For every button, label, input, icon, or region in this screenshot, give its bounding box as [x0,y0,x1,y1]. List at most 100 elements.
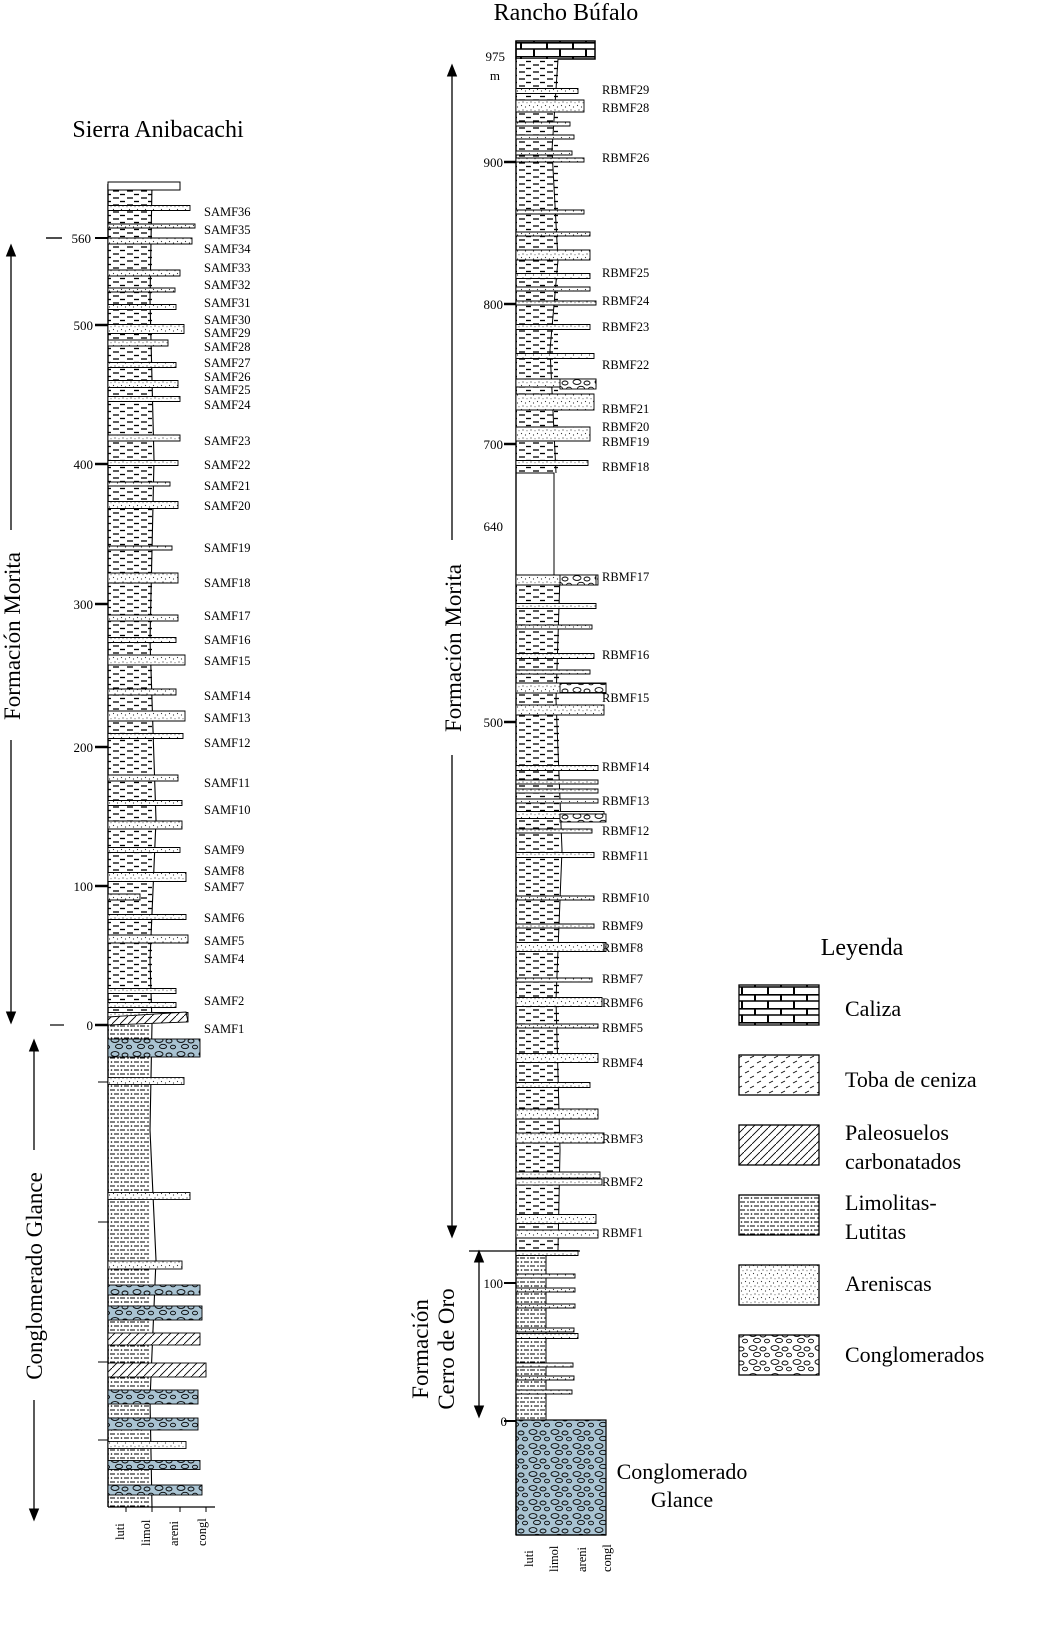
rancho-tick-800: 800 [484,297,504,312]
sierra-sample-label: SAMF32 [204,278,251,292]
legend-label-caliza: Caliza [845,996,901,1021]
sierra-tick-0: 0 [87,1018,94,1033]
rancho-glance-label-1: Conglomerado [617,1459,748,1484]
rancho-morita-body [516,575,560,1250]
rancho-sample-label: RBMF10 [602,891,649,905]
rancho-morita-label: Formación Morita [441,564,466,732]
sierra-sample-label: SAMF31 [204,296,251,310]
sierra-sample-label: SAMF7 [204,880,244,894]
sierra-grain-areni: areni [167,1520,181,1546]
rancho-sample-label: RBMF7 [602,972,643,986]
rancho-sample-labels: RBMF29 RBMF28 RBMF26 RBMF25 RBMF24 RBMF23 RBMF… [602,83,650,1240]
rancho-unit-m: m [490,68,500,83]
rancho-sample-label: RBMF1 [602,1226,643,1240]
sierra-glance-label: Conglomerado Glance [22,1172,47,1380]
rancho-sample-label: RBMF24 [602,294,650,308]
sierra-morita-label: Formación Morita [0,552,25,720]
sierra-sample-label: SAMF21 [204,479,251,493]
sierra-title: Sierra Anibacachi [72,117,244,143]
sierra-tick-500: 500 [74,318,94,333]
legend-label-limolitas-2: Lutitas [845,1219,906,1244]
rancho-sample-label: RBMF21 [602,402,649,416]
sierra-sample-label: SAMF15 [204,654,251,668]
sierra-sample-label: SAMF36 [204,205,251,219]
rancho-sample-label: RBMF9 [602,919,643,933]
rancho-upper-body [516,59,558,473]
sierra-sample-label: SAMF20 [204,499,251,513]
sierra-sample-label: SAMF6 [204,911,244,925]
legend-label-paleosuelos-2: carbonatados [845,1149,961,1174]
sierra-sample-label: SAMF18 [204,576,251,590]
rancho-sample-label: RBMF12 [602,824,649,838]
sierra-sample-label: SAMF17 [204,609,251,623]
rancho-sample-label: RBMF18 [602,460,649,474]
rancho-glance-label-2: Glance [651,1487,713,1512]
sierra-sample-label: SAMF16 [204,633,251,647]
rancho-cerro-label-1: Formación [408,1299,433,1399]
sierra-sample-label: SAMF28 [204,340,251,354]
rancho-column-group: Rancho Búfalo 975 m 900 800 700 640 500 … [408,0,747,1572]
sierra-sample-label: SAMF9 [204,843,244,857]
legend-swatch-paleosuelos [738,1124,820,1166]
rancho-sample-label: RBMF14 [602,760,650,774]
sierra-grain-congl: congl [195,1518,209,1546]
sierra-sample-label: SAMF14 [204,689,251,703]
rancho-sample-label: RBMF29 [602,83,649,97]
sierra-grain-luti: luti [113,1523,127,1540]
rancho-sample-label: RBMF2 [602,1175,643,1189]
sierra-sample-label: SAMF22 [204,458,251,472]
rancho-tick-0: 0 [501,1414,508,1429]
rancho-sample-label: RBMF4 [602,1056,644,1070]
sierra-sample-label: SAMF8 [204,864,244,878]
rancho-tick-975: 975 [486,49,506,64]
rancho-glance-body [515,1419,607,1536]
rancho-title: Rancho Búfalo [494,0,639,26]
rancho-grain-congl: congl [600,1544,614,1572]
rancho-sample-label: RBMF28 [602,101,649,115]
sierra-sample-label: SAMF23 [204,434,251,448]
rancho-tick-640: 640 [484,519,504,534]
rancho-grain-luti: luti [522,1550,536,1567]
sierra-sample-label: SAMF12 [204,736,251,750]
sierra-tick-560: 560 [72,231,92,246]
rancho-sample-label: RBMF8 [602,941,643,955]
rancho-sample-label: RBMF25 [602,266,649,280]
sierra-tick-200: 200 [74,740,94,755]
legend-label-limolitas-1: Limolitas- [845,1190,937,1215]
rancho-tick-900: 900 [484,155,504,170]
rancho-sample-label: RBMF26 [602,151,649,165]
rancho-sample-label: RBMF3 [602,1132,643,1146]
rancho-sample-label: RBMF17 [602,570,649,584]
sierra-sample-label: SAMF29 [204,326,251,340]
rancho-sample-label: RBMF15 [602,691,649,705]
sierra-sample-label: SAMF26 [204,370,251,384]
rancho-sample-label: RBMF13 [602,794,649,808]
sierra-sand-beds [107,205,196,1026]
rancho-caliza-bed [515,40,596,60]
sierra-sample-label: SAMF1 [204,1022,244,1036]
rancho-sample-label: RBMF6 [602,996,643,1010]
sierra-sample-label: SAMF4 [204,952,245,966]
rancho-sample-label: RBMF16 [602,648,649,662]
sierra-morita-body [108,184,152,1024]
legend-swatch-toba [738,1054,820,1096]
rancho-grain-areni: areni [575,1546,589,1572]
rancho-tick-700: 700 [484,437,504,452]
sierra-tick-300: 300 [74,597,94,612]
rancho-sample-label: RBMF5 [602,1021,643,1035]
legend-swatch-areniscas [738,1264,820,1306]
rancho-tick-500: 500 [484,715,504,730]
rancho-sample-label: RBMF19 [602,435,649,449]
rancho-sample-label: RBMF20 [602,420,649,434]
rancho-sample-label: RBMF22 [602,358,649,372]
legend-label-conglomerados: Conglomerados [845,1342,984,1367]
rancho-sample-label: RBMF23 [602,320,649,334]
legend-swatch-limolitas [738,1194,820,1236]
sierra-grain-limol: limol [139,1519,153,1546]
legend-swatch-conglomerados [738,1334,820,1376]
legend: Leyenda Caliza Toba de ceniza Paleosuelo… [738,935,984,1376]
sierra-sample-label: SAMF25 [204,383,251,397]
sierra-sample-label: SAMF11 [204,776,250,790]
rancho-grain-limol: limol [547,1545,561,1572]
legend-label-areniscas: Areniscas [845,1271,932,1296]
